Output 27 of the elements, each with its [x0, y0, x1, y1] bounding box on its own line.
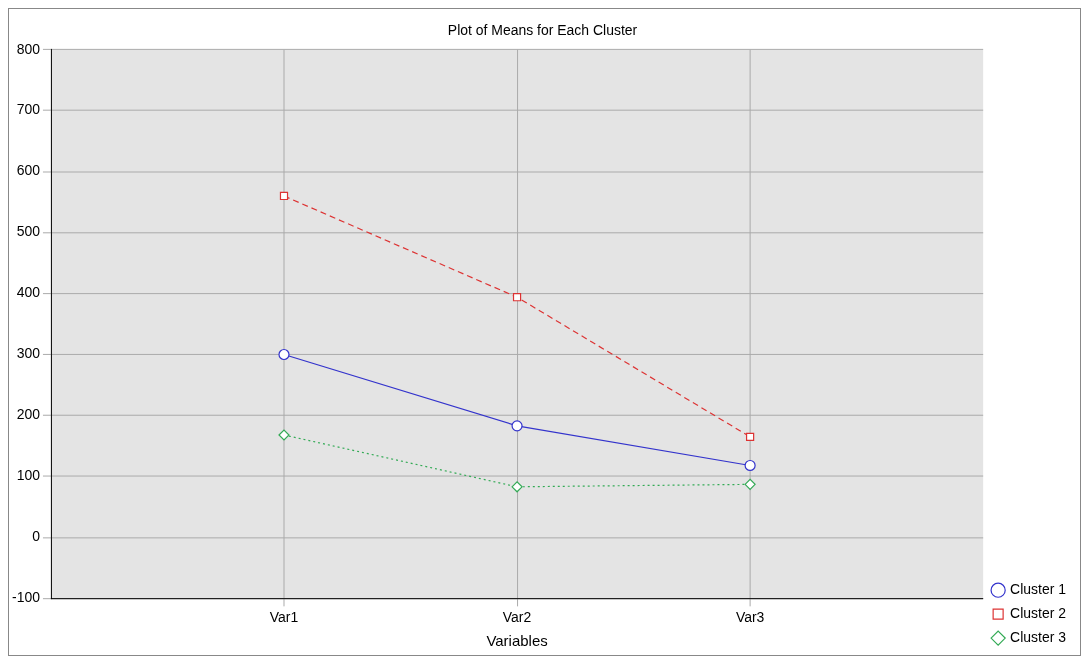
- x-tick-label: Var1: [269, 608, 299, 625]
- y-tick-label: 600: [16, 162, 41, 179]
- y-tick-label: 500: [16, 223, 41, 240]
- point: [511, 481, 523, 493]
- legend-label: Cluster 2: [1010, 604, 1067, 621]
- point: [511, 420, 523, 432]
- y-tick-label: 800: [16, 40, 41, 57]
- point: [744, 459, 756, 472]
- y-tick-label: 200: [16, 406, 41, 423]
- x-axis-title: Variables: [486, 632, 548, 650]
- x-tick-label: Var2: [502, 608, 532, 625]
- y-tick-label: 700: [16, 101, 41, 118]
- point: [745, 432, 755, 441]
- point: [278, 348, 290, 361]
- y-tick-label: 100: [16, 467, 41, 484]
- point: [512, 293, 522, 302]
- y-tick-label: 400: [16, 284, 41, 301]
- legend-label: Cluster 3: [1010, 628, 1067, 645]
- y-tick-label: -100: [12, 589, 41, 606]
- point: [278, 429, 290, 441]
- y-tick-label: 300: [16, 345, 41, 362]
- x-tick-label: Var3: [735, 608, 765, 625]
- chart-title: Plot of Means for Each Cluster: [447, 22, 638, 39]
- point: [279, 191, 289, 201]
- y-tick-label: 0: [32, 528, 41, 545]
- legend-label: Cluster 1: [1010, 581, 1067, 598]
- point: [744, 478, 756, 490]
